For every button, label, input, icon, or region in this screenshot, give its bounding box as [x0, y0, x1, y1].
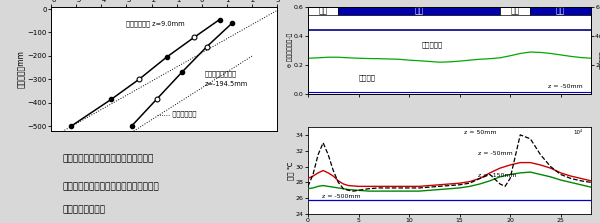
Text: z = -50mm: z = -50mm	[478, 151, 512, 156]
Text: （上）干潮土砂のサクション深さ分布: （上）干潮土砂のサクション深さ分布	[62, 154, 154, 163]
Text: z = -500mm: z = -500mm	[322, 194, 361, 199]
Text: …… 全水頭一定線: …… 全水頭一定線	[157, 111, 196, 117]
Text: 干出: 干出	[319, 6, 328, 15]
Text: 干出: 干出	[511, 6, 520, 15]
Y-axis label: 温度 ℃: 温度 ℃	[288, 161, 295, 180]
Text: 干潮時：地下水位: 干潮時：地下水位	[205, 71, 236, 77]
Y-axis label: θ 体積含水率（-）: θ 体積含水率（-）	[287, 33, 293, 67]
Text: 10⁴: 10⁴	[574, 130, 583, 134]
Y-axis label: 鸛直深度：mm: 鸛直深度：mm	[17, 50, 26, 88]
Text: z = 50mm: z = 50mm	[464, 130, 496, 135]
Text: 塩分濃度: 塩分濃度	[359, 75, 376, 81]
Bar	[530, 7, 591, 14]
Text: z=-194.5mm: z=-194.5mm	[205, 81, 248, 87]
Text: 冠水: 冠水	[556, 6, 565, 15]
Text: 体積含水率: 体積含水率	[421, 41, 442, 47]
Text: z = -50mm: z = -50mm	[548, 85, 583, 89]
Text: 冠水: 冠水	[415, 6, 424, 15]
Bar	[500, 7, 530, 14]
Text: z = -150mm: z = -150mm	[478, 173, 517, 178]
Bar	[338, 7, 500, 14]
Text: （右）干潮土砂の水分・塩分・温熱場の: （右）干潮土砂の水分・塩分・温熱場の	[62, 182, 159, 192]
Text: 潮汐変動過程: 潮汐変動過程	[62, 205, 106, 214]
Text: 冠水時：水位 z=9.0mm: 冠水時：水位 z=9.0mm	[127, 20, 185, 27]
Bar	[308, 7, 338, 14]
